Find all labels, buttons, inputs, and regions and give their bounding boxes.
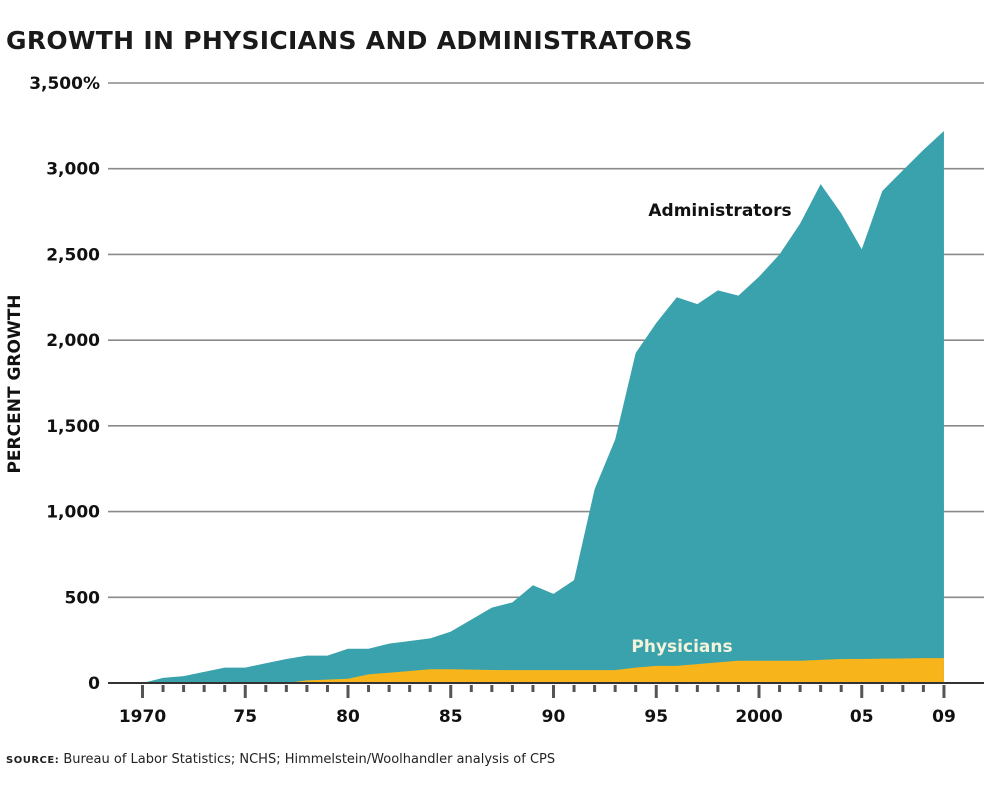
x-tick-label: 05 (850, 707, 874, 727)
x-tick-label: 2000 (735, 707, 782, 727)
y-tick-label: 2,500 (46, 245, 100, 265)
y-tick-label: 3,000 (46, 160, 100, 180)
area-physicians (142, 658, 944, 683)
x-tick-label: 75 (233, 707, 257, 727)
area-chart: 0 500 1,000 1,500 2,000 2,500 3,000 3,500% 1970 7… (5, 74, 984, 727)
y-tick-label: 1,000 (46, 503, 100, 523)
source-note: SOURCE: Bureau of Labor Statistics; NCHS… (6, 752, 555, 767)
y-tick-label: 500 (65, 588, 101, 608)
x-tick-label: 09 (932, 707, 956, 727)
x-tick-label: 95 (644, 707, 668, 727)
area-administrators (142, 131, 944, 683)
y-tick-label: 2,000 (46, 331, 100, 351)
x-tick-label: 80 (336, 707, 360, 727)
series-label-physicians: Physicians (631, 637, 732, 657)
y-tick-label: 3,500% (29, 74, 100, 94)
y-tick-label: 1,500 (46, 417, 100, 437)
x-tick-label: 90 (542, 707, 566, 727)
x-tick-label: 85 (439, 707, 463, 727)
source-text: Bureau of Labor Statistics; NCHS; Himmel… (59, 752, 556, 767)
y-tick-label: 0 (88, 674, 100, 694)
x-tick-label: 1970 (119, 707, 166, 727)
chart-title: GROWTH IN PHYSICIANS AND ADMINISTRATORS (6, 26, 693, 55)
source-label: SOURCE: (6, 755, 60, 766)
y-axis-label: PERCENT GROWTH (5, 294, 25, 473)
series-label-administrators: Administrators (648, 201, 791, 221)
